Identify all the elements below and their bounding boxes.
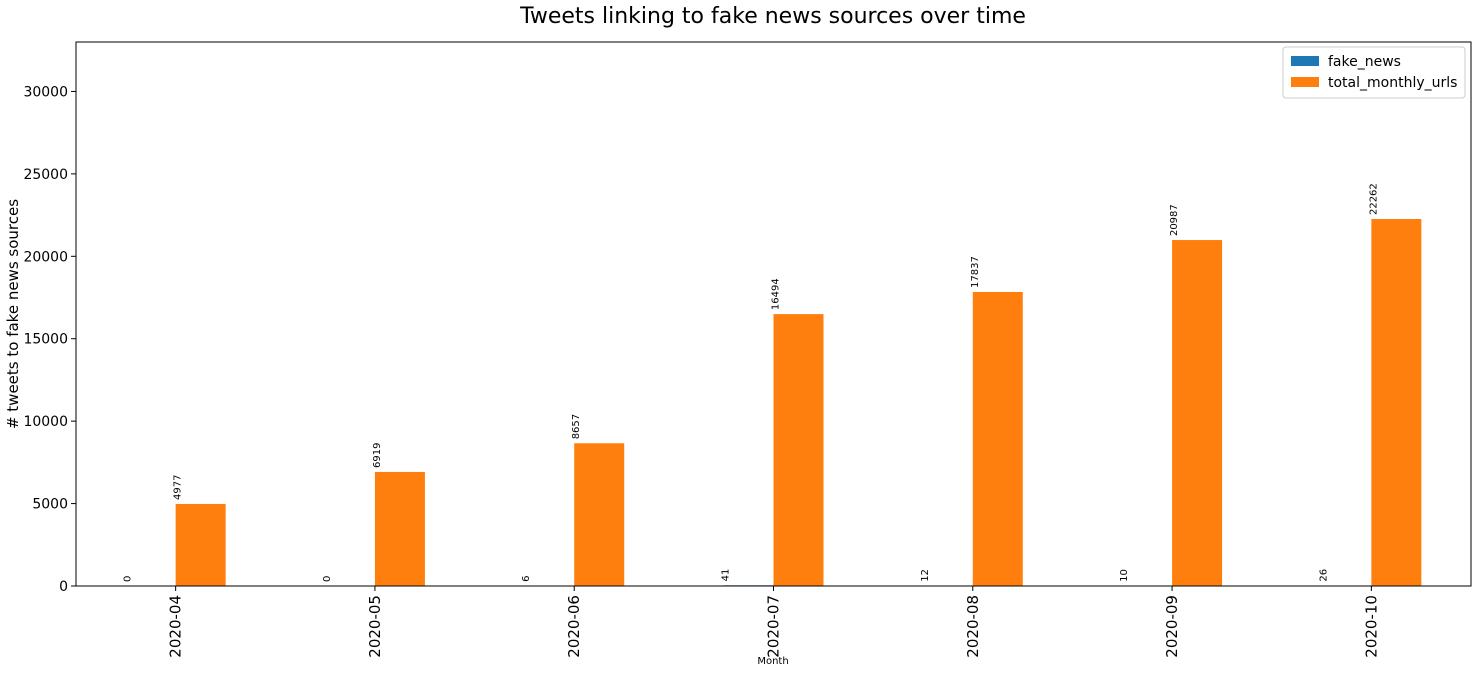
data-label-total_monthly_urls-2020-05: 6919	[372, 442, 383, 467]
data-label-total_monthly_urls-2020-10: 22262	[1368, 183, 1379, 215]
bar-total_monthly_urls-2020-08	[973, 292, 1023, 586]
plot-area: 0 4977 0 6919 6 8657 41 16494 12 17837 10 20987 26 22…	[23, 42, 1471, 658]
data-label-fake_news-2020-04: 0	[123, 576, 134, 582]
y-tick-label-15000: 15000	[23, 332, 68, 348]
bar-total_monthly_urls-2020-05	[375, 472, 425, 586]
bar-total_monthly_urls-2020-06	[574, 443, 624, 586]
data-label-total_monthly_urls-2020-04: 4977	[173, 475, 184, 500]
y-tick-label-10000: 10000	[23, 414, 68, 430]
y-tick-label-30000: 30000	[23, 84, 68, 100]
x-tick-label-2020-07: 2020-07	[765, 595, 783, 658]
bar-total_monthly_urls-2020-04	[176, 504, 226, 586]
x-tick-label-2020-04: 2020-04	[167, 595, 185, 658]
x-tick-label-2020-06: 2020-06	[565, 595, 583, 658]
data-label-fake_news-2020-09: 10	[1119, 569, 1130, 582]
bar-total_monthly_urls-2020-07	[774, 314, 824, 586]
legend-label-total_monthly_urls: total_monthly_urls	[1328, 75, 1457, 91]
x-tick-label-2020-05: 2020-05	[366, 595, 384, 658]
data-label-total_monthly_urls-2020-09: 20987	[1169, 204, 1180, 236]
data-label-fake_news-2020-10: 26	[1318, 569, 1329, 582]
x-tick-label-2020-09: 2020-09	[1163, 595, 1181, 658]
data-label-total_monthly_urls-2020-08: 17837	[970, 256, 981, 288]
y-tick-label-20000: 20000	[23, 249, 68, 265]
bar-total_monthly_urls-2020-09	[1172, 240, 1222, 586]
x-tick-label-2020-08: 2020-08	[964, 595, 982, 658]
data-label-total_monthly_urls-2020-06: 8657	[571, 414, 582, 439]
data-label-fake_news-2020-07: 41	[721, 569, 732, 582]
y-tick-label-5000: 5000	[32, 497, 68, 513]
bar-total_monthly_urls-2020-10	[1371, 219, 1421, 586]
legend: fake_news total_monthly_urls	[1283, 47, 1465, 98]
y-axis-label: # tweets to fake news sources	[4, 199, 22, 429]
legend-swatch-total_monthly_urls	[1291, 77, 1319, 87]
data-label-total_monthly_urls-2020-07: 16494	[771, 278, 782, 310]
data-label-fake_news-2020-06: 6	[521, 576, 532, 582]
legend-label-fake_news: fake_news	[1328, 54, 1401, 70]
y-tick-label-0: 0	[59, 579, 68, 595]
x-tick-label-2020-10: 2020-10	[1362, 595, 1380, 658]
data-label-fake_news-2020-05: 0	[322, 576, 333, 582]
y-tick-label-25000: 25000	[23, 167, 68, 183]
data-label-fake_news-2020-08: 12	[920, 569, 931, 582]
chart-title: Tweets linking to fake news sources over…	[519, 4, 1026, 29]
legend-swatch-fake_news	[1291, 56, 1319, 66]
